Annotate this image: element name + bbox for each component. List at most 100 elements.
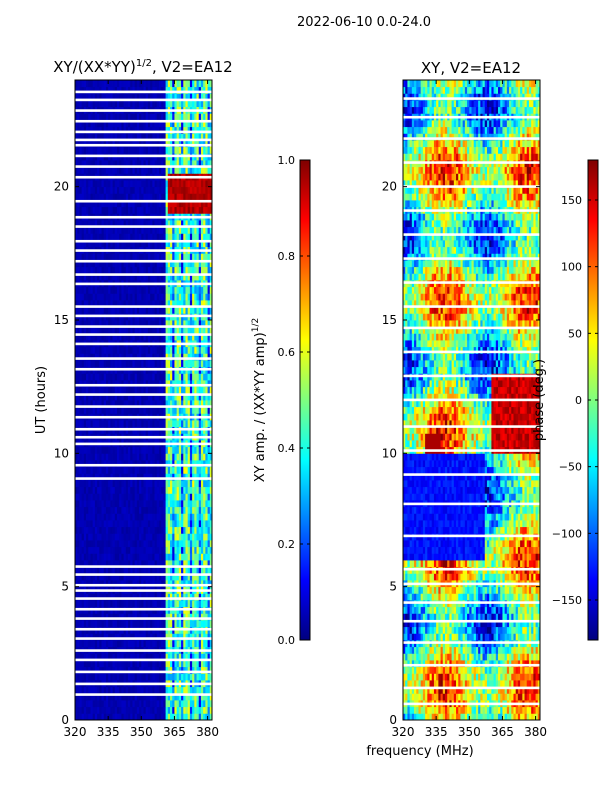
heatmap-cell — [125, 253, 129, 261]
heatmap-cell — [161, 240, 164, 248]
heatmap-cell — [158, 620, 162, 628]
heatmap-cell — [174, 480, 178, 488]
heatmap-cell — [189, 360, 193, 368]
heatmap-cell — [94, 326, 98, 334]
heatmap-cell — [165, 406, 169, 414]
heatmap-cell — [185, 640, 189, 648]
heatmap-cell — [145, 706, 149, 714]
heatmap-cell — [209, 466, 212, 474]
heatmap-cell — [128, 253, 131, 261]
heatmap-cell — [139, 240, 142, 248]
heatmap-cell — [203, 640, 206, 648]
heatmap-cell — [158, 660, 162, 668]
heatmap-cell — [108, 193, 111, 201]
heatmap-cell — [139, 186, 142, 194]
heatmap-cell — [176, 226, 180, 234]
heatmap-cell — [119, 233, 122, 241]
heatmap-cell — [108, 560, 111, 568]
heatmap-cell — [145, 693, 149, 701]
heatmap-cell — [170, 253, 173, 261]
heatmap-cell — [108, 566, 111, 574]
heatmap-cell — [79, 193, 83, 201]
heatmap-cell — [83, 660, 87, 668]
heatmap-cell — [178, 700, 182, 708]
heatmap-cell — [103, 560, 107, 568]
heatmap-cell — [86, 240, 89, 248]
heatmap-cell — [90, 220, 94, 228]
heatmap-cell — [105, 233, 109, 241]
heatmap-cell — [119, 693, 122, 701]
heatmap-cell — [114, 713, 118, 720]
heatmap-cell — [165, 533, 169, 541]
heatmap-cell — [81, 293, 85, 301]
heatmap-cell — [183, 220, 186, 228]
heatmap-cell — [136, 460, 140, 468]
heatmap-cell — [136, 673, 140, 681]
heatmap-cell — [207, 346, 211, 354]
heatmap-cell — [178, 460, 182, 468]
heatmap-cell — [181, 640, 184, 648]
heatmap-cell — [152, 226, 155, 234]
heatmap-cell — [176, 353, 180, 361]
heatmap-cell — [114, 466, 118, 474]
heatmap-cell — [147, 333, 151, 341]
heatmap-cell — [178, 553, 182, 561]
heatmap-cell — [105, 633, 109, 641]
heatmap-cell — [79, 540, 83, 548]
heatmap-cell — [108, 613, 111, 621]
heatmap-cell — [165, 253, 169, 261]
heatmap-cell — [119, 220, 122, 228]
heatmap-cell — [103, 473, 107, 481]
heatmap-cell — [207, 420, 211, 428]
heatmap-cell — [114, 600, 118, 608]
heatmap-cell — [189, 553, 193, 561]
heatmap-cell — [105, 380, 109, 388]
heatmap-cell — [194, 473, 197, 481]
heatmap-cell — [158, 460, 162, 468]
heatmap-cell — [90, 580, 94, 588]
heatmap-cell — [187, 533, 191, 541]
heatmap-cell — [170, 513, 173, 521]
heatmap-cell — [77, 593, 80, 601]
heatmap-cell — [165, 240, 169, 248]
heatmap-cell — [128, 506, 131, 514]
heatmap-cell — [134, 686, 138, 694]
heatmap-cell — [128, 180, 131, 188]
heatmap-cell — [200, 420, 204, 428]
heatmap-cell — [110, 560, 113, 568]
heatmap-cell — [145, 713, 149, 720]
heatmap-cell — [183, 546, 186, 554]
heatmap-cell — [163, 533, 166, 541]
heatmap-cell — [178, 593, 182, 601]
heatmap-cell — [183, 240, 186, 248]
heatmap-cell — [110, 266, 113, 274]
heatmap-cell — [196, 546, 200, 554]
heatmap-cell — [79, 666, 83, 674]
heatmap-cell — [94, 520, 98, 528]
heatmap-cell — [209, 446, 212, 454]
heatmap-cell — [99, 473, 102, 481]
heatmap-cell — [154, 506, 158, 514]
heatmap-cell — [152, 666, 155, 674]
heatmap-cell — [121, 326, 125, 334]
heatmap-cell — [181, 206, 184, 214]
heatmap-cell — [174, 253, 178, 261]
heatmap-cell — [112, 220, 116, 228]
heatmap-cell — [143, 620, 147, 628]
heatmap-cell — [79, 360, 83, 368]
heatmap-cell — [192, 300, 195, 308]
heatmap-cell — [83, 380, 87, 388]
heatmap-cell — [97, 633, 100, 641]
heatmap-cell — [141, 693, 144, 701]
heatmap-cell — [114, 473, 118, 481]
heatmap-cell — [83, 686, 87, 694]
heatmap-cell — [207, 293, 211, 301]
heatmap-cell — [150, 706, 153, 714]
heatmap-cell — [81, 513, 85, 521]
heatmap-cell — [205, 546, 208, 554]
heatmap-cell — [88, 333, 91, 341]
heatmap-cell — [88, 193, 91, 201]
heatmap-cell — [192, 333, 195, 341]
heatmap-cell — [145, 653, 149, 661]
